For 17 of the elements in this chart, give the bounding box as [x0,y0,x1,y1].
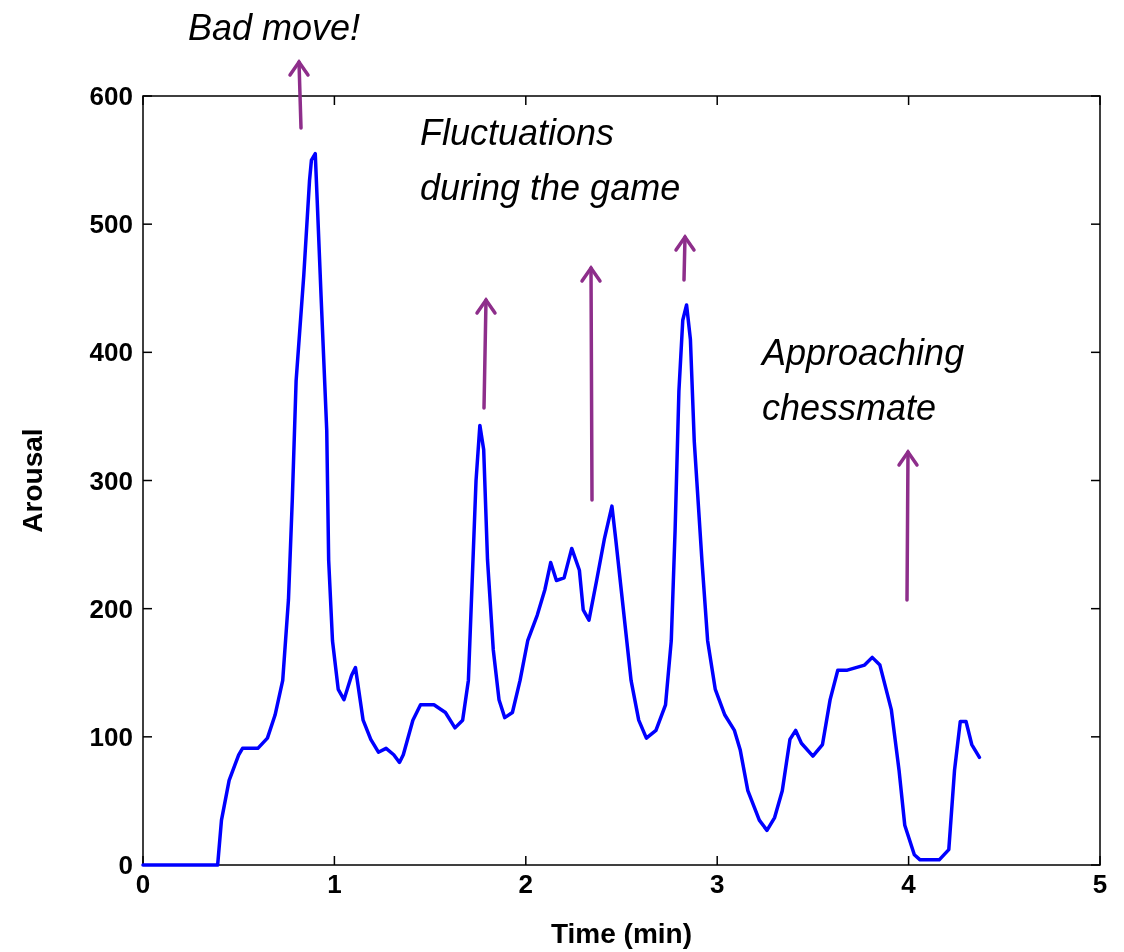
x-tick-label: 5 [1092,869,1108,899]
x-tick-label: 1 [327,869,342,899]
y-tick-label: 500 [89,209,133,240]
annotation: Approaching chessmate [760,332,965,428]
text: Bad move! [188,7,361,48]
y-tick-label: 200 [89,593,133,624]
y-axis-title: Arousal [17,428,48,533]
x-axis-title: Time (min) [550,918,693,949]
x-tick-label: 4 [901,869,917,899]
y-tick-label: 100 [89,721,133,752]
x-tick-label: 3 [709,869,725,899]
y-tick-label: 300 [89,465,133,496]
annotation: Fluctuations during the game [420,112,681,208]
y-tick-label: 400 [89,337,133,368]
line-series [141,151,982,867]
x-tick-label: 2 [518,869,534,899]
y-tick-label: 600 [89,81,133,112]
